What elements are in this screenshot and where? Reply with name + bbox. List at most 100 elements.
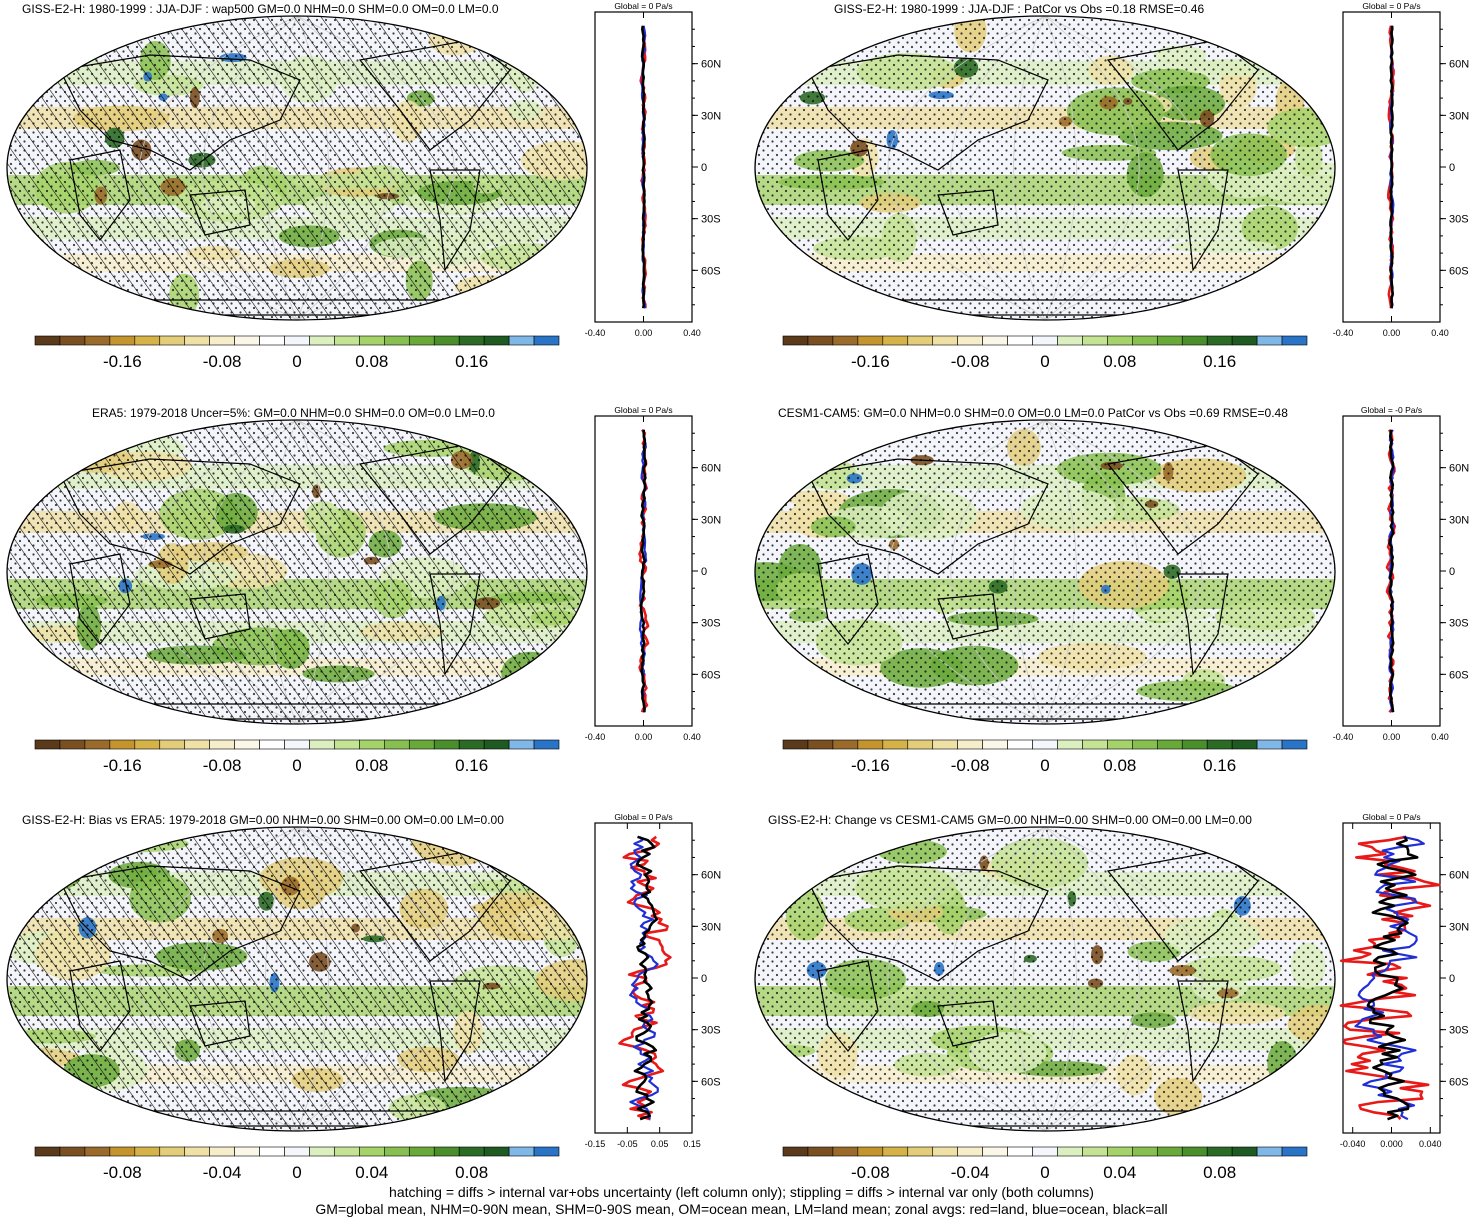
- colorbar-tick-label: 0.08: [1203, 1163, 1236, 1182]
- map-panel: ERA5: 1979-2018 Uncer=5%: GM=0.0 NHM=0.0…: [0, 404, 741, 809]
- colorbar-swatch: [1107, 335, 1133, 346]
- colorbar-swatch: [907, 739, 934, 750]
- zonal-x-tick-label: -0.05: [617, 1139, 638, 1149]
- colorbar-swatch: [458, 1146, 485, 1157]
- zonal-x-tick-label: -0.40: [1333, 732, 1354, 742]
- colorbar-tick-label: -0.16: [103, 756, 142, 775]
- colorbar-swatch: [1256, 335, 1283, 346]
- colorbar-swatch: [932, 739, 958, 750]
- zonal-lat-label: 60S: [701, 1076, 721, 1088]
- map-plot: [6, 15, 588, 321]
- map-plot: [6, 419, 588, 725]
- colorbar-swatch: [359, 335, 385, 346]
- colorbar-swatch: [59, 739, 86, 750]
- colorbar-swatch: [209, 335, 235, 346]
- zonal-lat-label: 30N: [701, 921, 721, 933]
- colorbar-swatch: [1057, 739, 1083, 750]
- colorbar-swatch: [234, 1146, 260, 1157]
- zonal-global-mean-label: Global = 0 Pa/s: [1362, 812, 1420, 822]
- colorbar-swatch: [857, 739, 884, 750]
- colorbar-swatch: [807, 1146, 834, 1157]
- colorbar-swatch: [84, 1146, 111, 1157]
- zonal-mean-plot: Global = -0 Pa/s 60N 30N 0 30S 60S -0.40 0.00 0.…: [1333, 405, 1469, 742]
- colorbar-swatch: [857, 335, 884, 346]
- colorbar: -0.16 -0.08 0 0.08 0.16: [34, 335, 560, 371]
- zonal-line-all: [1366, 836, 1419, 1121]
- colorbar-swatch: [932, 1146, 958, 1157]
- colorbar-swatch: [34, 335, 61, 346]
- colorbar-swatch: [1082, 739, 1108, 750]
- zonal-lat-label: 30N: [701, 110, 721, 122]
- zonal-x-tick-label: 0.05: [651, 1139, 669, 1149]
- zonal-x-tick-label: -0.40: [1333, 328, 1354, 338]
- zonal-lat-label: 60N: [1449, 870, 1469, 882]
- colorbar-swatch: [1007, 335, 1033, 346]
- colorbar-swatch: [134, 739, 161, 750]
- zonal-lat-label: 0: [701, 566, 707, 578]
- colorbar-swatch: [433, 739, 460, 750]
- colorbar-swatch: [483, 1146, 510, 1157]
- colorbar-tick-label: 0.08: [1103, 352, 1136, 371]
- colorbar-swatch: [309, 335, 335, 346]
- colorbar-swatch: [1007, 1146, 1033, 1157]
- colorbar-tick-label: 0: [1040, 1163, 1049, 1182]
- zonal-line-all: [633, 835, 658, 1121]
- colorbar-swatch: [807, 335, 834, 346]
- colorbar-swatch: [134, 335, 161, 346]
- map-plot: [754, 826, 1336, 1132]
- colorbar-swatch: [982, 1146, 1008, 1157]
- colorbar-swatch: [433, 335, 460, 346]
- colorbar-swatch: [1231, 335, 1258, 346]
- colorbar-swatch: [134, 1146, 161, 1157]
- colorbar-swatch: [1156, 1146, 1183, 1157]
- zonal-x-tick-label: 0.40: [683, 328, 701, 338]
- colorbar-swatch: [1132, 1146, 1158, 1157]
- zonal-global-mean-label: Global = 0 Pa/s: [614, 1, 672, 11]
- zonal-mean-plot: Global = 0 Pa/s 60N 30N 0 30S 60S -0.40 0.00 0.4…: [585, 1, 721, 338]
- colorbar-swatch: [259, 1146, 285, 1157]
- colorbar-swatch: [234, 335, 260, 346]
- colorbar-swatch: [832, 739, 859, 750]
- colorbar-swatch: [957, 1146, 983, 1157]
- colorbar-swatch: [384, 739, 410, 750]
- colorbar-swatch: [408, 1146, 435, 1157]
- colorbar-tick-label: 0.08: [355, 756, 388, 775]
- zonal-x-tick-label: 0.15: [683, 1139, 701, 1149]
- colorbar-swatch: [1032, 1146, 1058, 1157]
- colorbar-swatch: [359, 1146, 385, 1157]
- zonal-line-land: [1339, 835, 1441, 1121]
- colorbar-swatch: [234, 739, 260, 750]
- zonal-line-all: [1389, 25, 1394, 309]
- colorbar-swatch: [34, 739, 61, 750]
- map-panel: GISS-E2-H: Bias vs ERA5: 1979-2018 GM=0.…: [0, 811, 741, 1216]
- colorbar-tick-label: 0.16: [455, 756, 488, 775]
- map-panel: GISS-E2-H: 1980-1999 : JJA-DJF : PatCor …: [748, 0, 1483, 405]
- colorbar-swatch: [334, 1146, 360, 1157]
- colorbar-swatch: [533, 1146, 560, 1157]
- colorbar-swatch: [59, 335, 86, 346]
- colorbar-swatch: [533, 739, 560, 750]
- colorbar-swatch: [1256, 739, 1283, 750]
- colorbar-tick-label: 0: [1040, 756, 1049, 775]
- footer-line-2: GM=global mean, NHM=0-90N mean, SHM=0-90…: [315, 1201, 1168, 1217]
- colorbar-swatch: [1281, 335, 1308, 346]
- zonal-line-all: [639, 429, 647, 713]
- zonal-lat-label: 0: [701, 973, 707, 985]
- colorbar-swatch: [957, 739, 983, 750]
- map-panel: GISS-E2-H: Change vs CESM1-CAM5 GM=0.00 …: [748, 811, 1483, 1216]
- zonal-x-tick-label: 0.00: [1383, 732, 1401, 742]
- colorbar-tick-label: -0.16: [851, 756, 890, 775]
- colorbar-swatch: [1181, 335, 1208, 346]
- zonal-global-mean-label: Global = 0 Pa/s: [1362, 1, 1420, 11]
- colorbar: -0.08 -0.04 0 0.04 0.08: [34, 1146, 560, 1182]
- colorbar-swatch: [1206, 335, 1233, 346]
- zonal-line-land: [638, 428, 650, 713]
- colorbar-swatch: [1231, 1146, 1258, 1157]
- zonal-x-tick-label: -0.15: [585, 1139, 606, 1149]
- colorbar-swatch: [832, 335, 859, 346]
- colorbar-swatch: [1156, 739, 1183, 750]
- colorbar-tick-label: 0.16: [455, 352, 488, 371]
- zonal-lat-label: 60N: [701, 870, 721, 882]
- colorbar-swatch: [334, 335, 360, 346]
- colorbar-swatch: [882, 1146, 909, 1157]
